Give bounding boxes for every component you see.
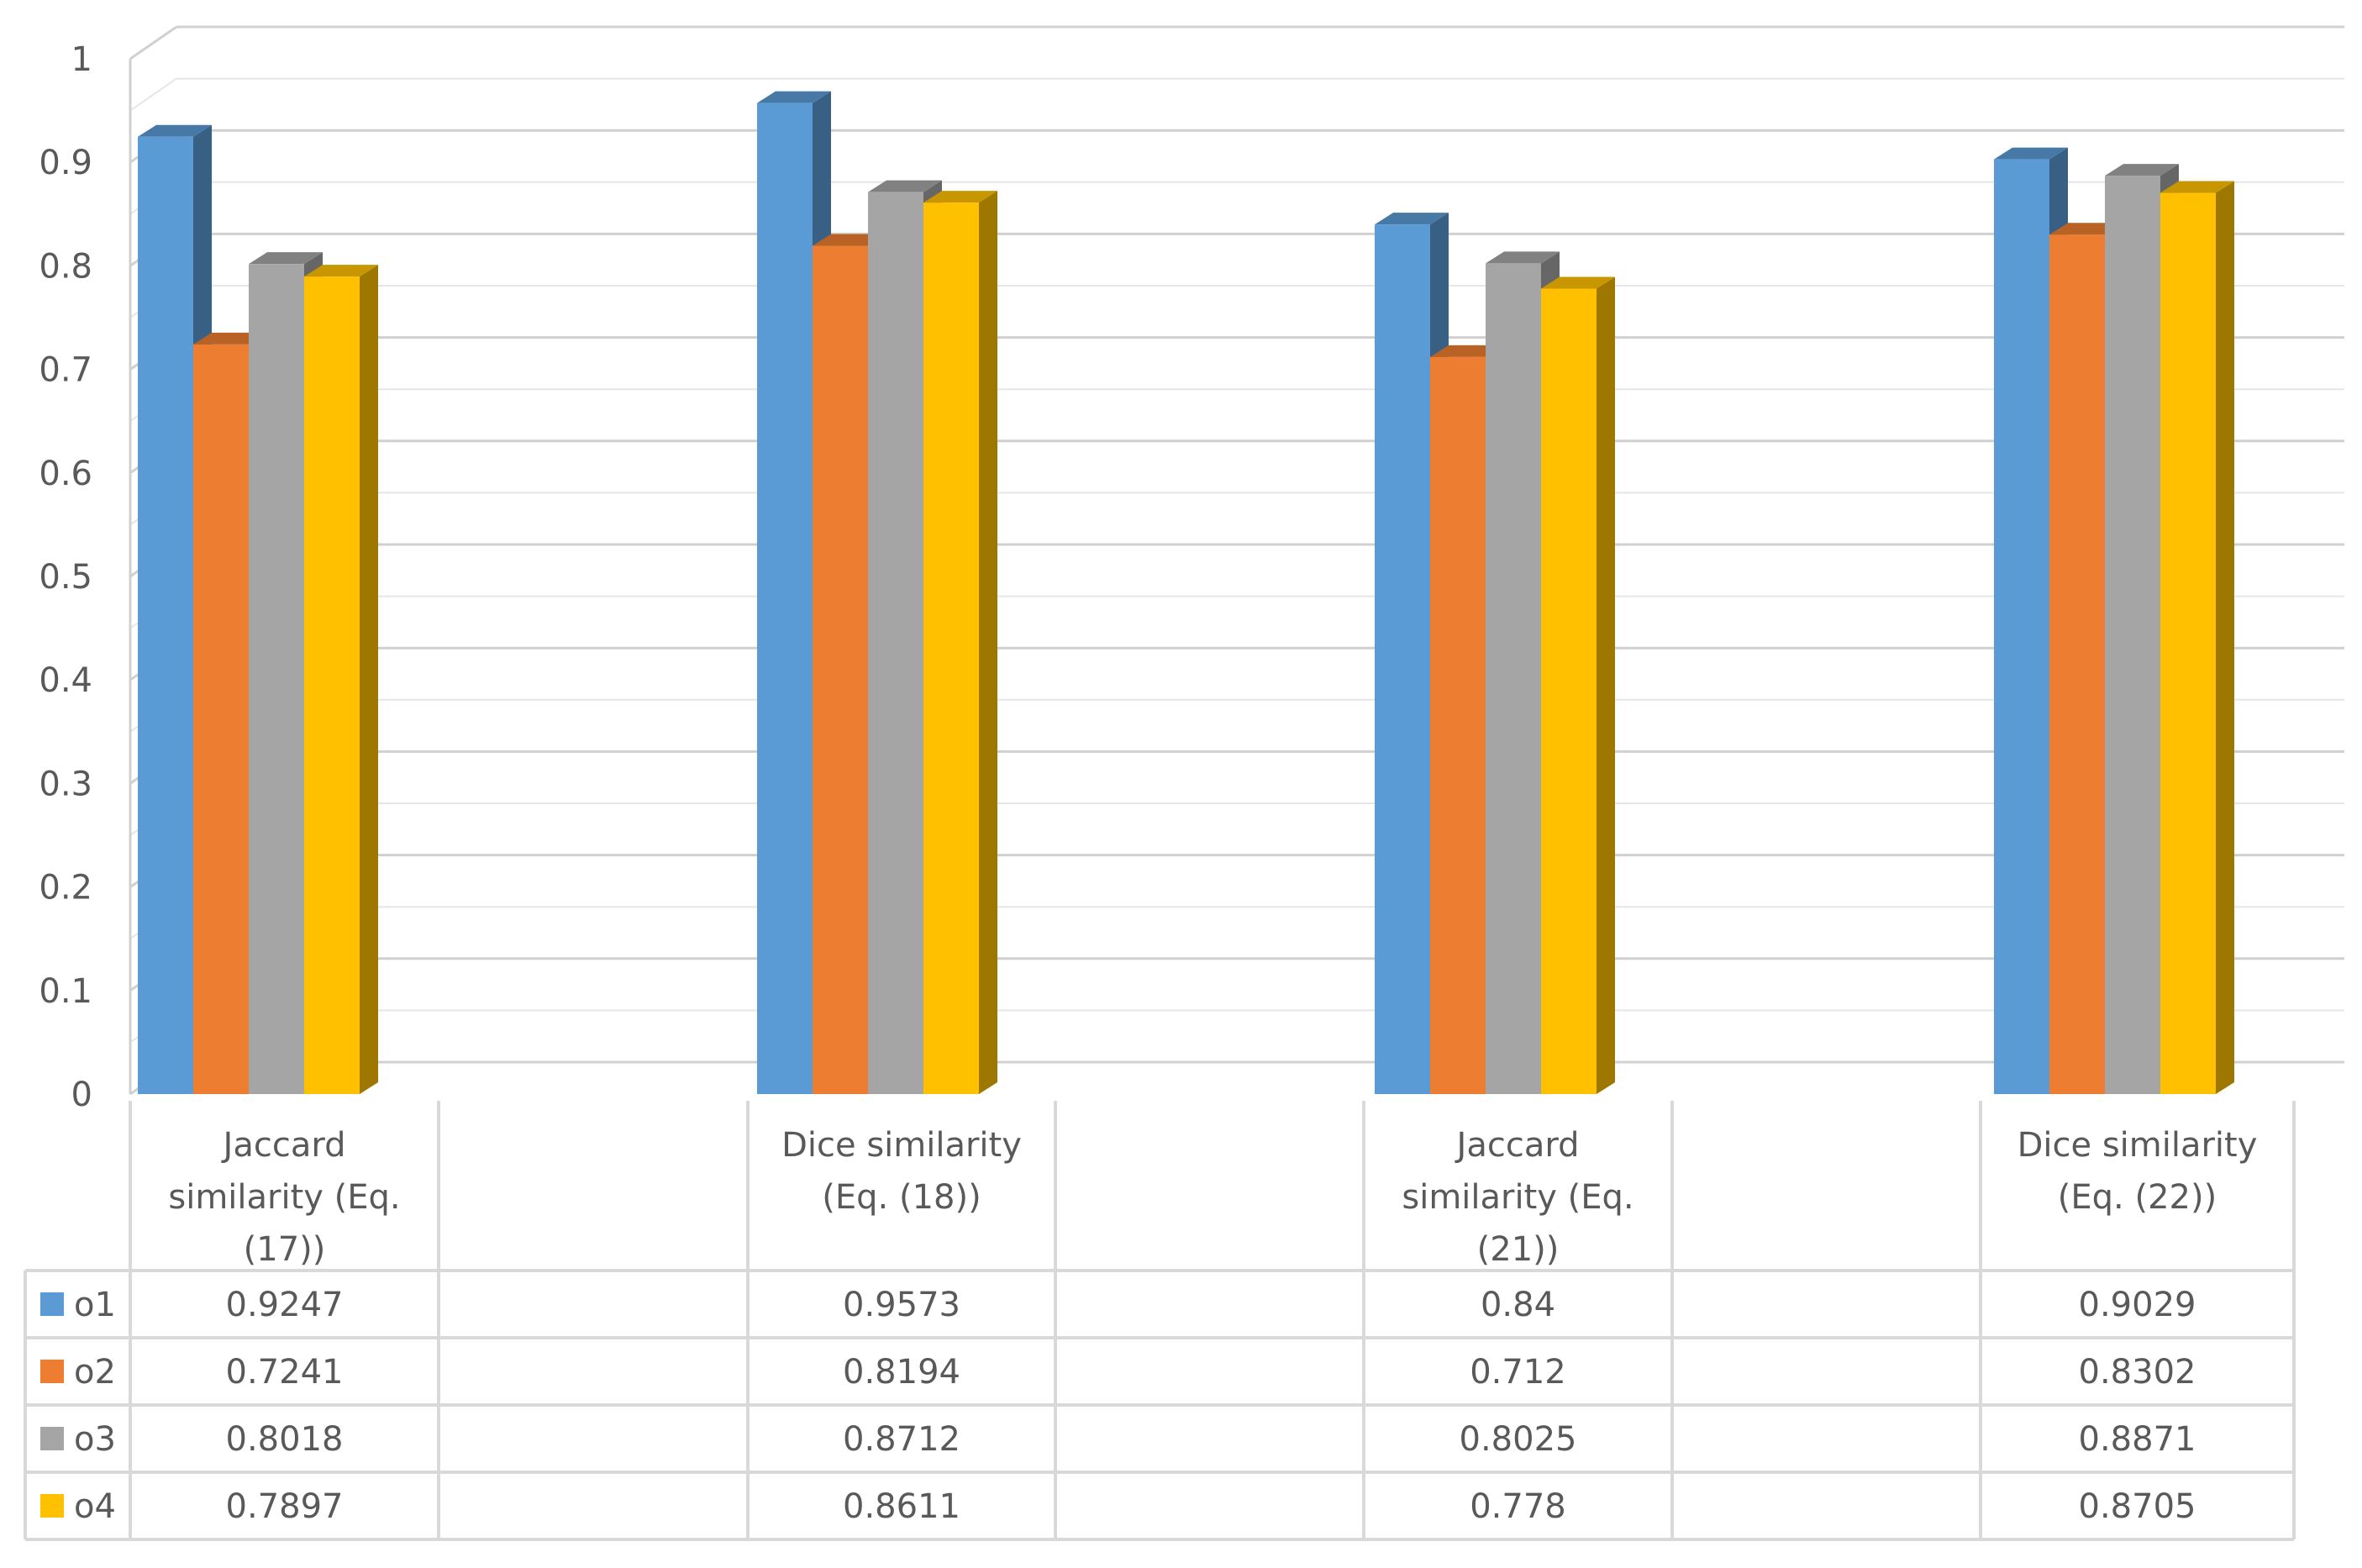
y-tick-label: 0.2 xyxy=(39,869,92,908)
table-value: 0.8018 xyxy=(226,1420,344,1459)
y-tick-label: 0.7 xyxy=(39,351,92,390)
bar-o4-group-1 xyxy=(304,265,378,1094)
legend-key-o1 xyxy=(40,1292,64,1316)
y-tick-label: 0.8 xyxy=(39,247,92,286)
table-value: 0.84 xyxy=(1481,1286,1555,1324)
y-tick-label: 0.3 xyxy=(39,765,92,803)
table-value: 0.8611 xyxy=(843,1487,960,1526)
table-value: 0.9573 xyxy=(843,1286,960,1324)
table-value: 0.8302 xyxy=(2079,1353,2196,1392)
legend-key-o2 xyxy=(40,1360,64,1383)
y-tick-label: 0.6 xyxy=(39,455,92,493)
bar-o4-group-3 xyxy=(1541,276,1615,1094)
y-axis-ticks: 0 0.1 0.2 0.3 0.4 0.5 0.6 0.7 0.8 0.9 1 xyxy=(39,40,92,1114)
category-label: (21)) xyxy=(1477,1230,1560,1269)
table-value: 0.8871 xyxy=(2079,1420,2196,1459)
y-tick-label: 0.4 xyxy=(39,661,92,700)
table-value: 0.8194 xyxy=(843,1353,960,1392)
legend-key-o4 xyxy=(40,1494,64,1518)
category-label: Dice similarity xyxy=(2017,1126,2258,1165)
table-value: 0.9029 xyxy=(2079,1286,2196,1324)
table-value: 0.7897 xyxy=(226,1487,344,1526)
table-value: 0.9247 xyxy=(226,1286,344,1324)
category-label: (Eq. (22)) xyxy=(2058,1178,2217,1217)
table-value: 0.8712 xyxy=(843,1420,960,1459)
y-tick-label: 0.9 xyxy=(39,144,92,182)
y-tick-label: 0.5 xyxy=(39,558,92,597)
table-value: 0.778 xyxy=(1470,1487,1566,1526)
category-label: similarity (Eq. xyxy=(168,1178,400,1217)
gridline-depth xyxy=(129,25,177,61)
category-label: (Eq. (18)) xyxy=(822,1178,981,1217)
table-value: 0.8025 xyxy=(1460,1420,1577,1459)
category-label: similarity (Eq. xyxy=(1402,1178,1633,1217)
series-label: o4 xyxy=(74,1487,116,1526)
data-table: Jaccard similarity (Eq. (17)) Dice similari… xyxy=(24,1101,2296,1541)
gridline-depth xyxy=(129,77,177,112)
y-tick-label: 0.1 xyxy=(39,972,92,1011)
category-label: (17)) xyxy=(244,1230,326,1269)
series-label: o3 xyxy=(74,1420,116,1459)
table-value: 0.8705 xyxy=(2079,1487,2196,1526)
legend-key-o3 xyxy=(40,1427,64,1450)
series-label: o2 xyxy=(74,1353,116,1392)
category-label: Jaccard xyxy=(1455,1126,1580,1165)
y-tick-label: 1 xyxy=(71,40,92,79)
series-label: o1 xyxy=(74,1286,116,1324)
category-label: Jaccard xyxy=(221,1126,346,1165)
bar-o4-group-2 xyxy=(923,191,997,1095)
bars xyxy=(138,91,2234,1095)
table-value: 0.712 xyxy=(1470,1353,1566,1392)
bar-o4-group-4 xyxy=(2160,181,2234,1095)
table-value: 0.7241 xyxy=(226,1353,344,1392)
y-tick-label: 0 xyxy=(71,1076,92,1114)
category-label: Dice similarity xyxy=(781,1126,1022,1165)
